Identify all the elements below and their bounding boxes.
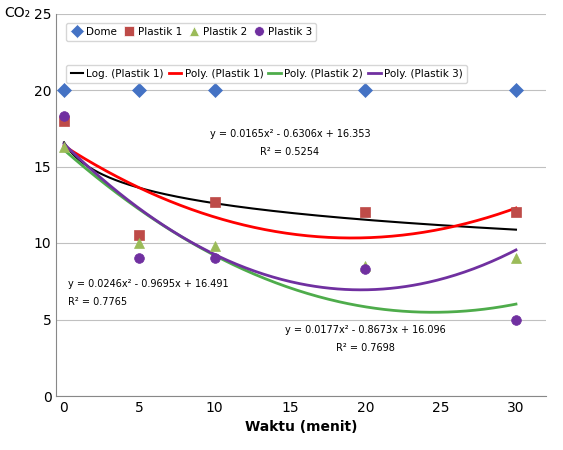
Text: y = 0.0177x² - 0.8673x + 16.096: y = 0.0177x² - 0.8673x + 16.096 — [285, 325, 446, 335]
Line: Plastik 2: Plastik 2 — [59, 142, 521, 271]
Dome — [362, 87, 369, 93]
Line: Dome: Dome — [59, 85, 521, 95]
Dome — [211, 87, 218, 93]
Plastik 2 — [136, 240, 142, 246]
Plastik 3 — [362, 266, 369, 272]
Text: y = 0.0246x² - 0.9695x + 16.491: y = 0.0246x² - 0.9695x + 16.491 — [68, 279, 229, 289]
Line: Plastik 3: Plastik 3 — [59, 111, 521, 324]
Text: y = 0.0165x² - 0.6306x + 16.353: y = 0.0165x² - 0.6306x + 16.353 — [209, 129, 370, 139]
Plastik 3 — [211, 256, 218, 261]
Legend: Log. (Plastik 1), Poly. (Plastik 1), Poly. (Plastik 2), Poly. (Plastik 3): Log. (Plastik 1), Poly. (Plastik 1), Pol… — [66, 65, 467, 83]
Text: R² = 0.7765: R² = 0.7765 — [68, 297, 127, 307]
Dome — [60, 87, 67, 93]
Plastik 2 — [362, 263, 369, 269]
Plastik 1 — [362, 210, 369, 215]
Plastik 1 — [211, 199, 218, 204]
Plastik 1 — [60, 118, 67, 123]
Plastik 3 — [136, 256, 142, 261]
Plastik 1 — [512, 210, 519, 215]
Text: R² = 0.5254: R² = 0.5254 — [260, 147, 319, 158]
Plastik 3 — [60, 113, 67, 119]
Plastik 1 — [136, 233, 142, 238]
Plastik 2 — [211, 243, 218, 249]
Line: Plastik 1: Plastik 1 — [59, 116, 521, 240]
X-axis label: Waktu (menit): Waktu (menit) — [245, 420, 358, 434]
Plastik 2 — [60, 144, 67, 149]
Text: R² = 0.7698: R² = 0.7698 — [336, 343, 395, 353]
Text: CO₂: CO₂ — [4, 6, 30, 20]
Plastik 2 — [512, 256, 519, 261]
Dome — [136, 87, 142, 93]
Plastik 3 — [512, 317, 519, 322]
Dome — [512, 87, 519, 93]
